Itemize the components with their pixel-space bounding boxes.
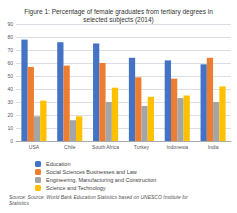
svg-text:India: India (208, 144, 219, 150)
svg-text:40: 40 (7, 86, 13, 92)
svg-text:Source: Source: World Bank Edu: Source: Source: World Bank Education Sta… (9, 194, 188, 200)
svg-text:Education: Education (46, 161, 70, 167)
svg-text:30: 30 (7, 99, 13, 105)
svg-text:USA: USA (29, 144, 40, 150)
svg-text:Social Sciences Businesses and: Social Sciences Businesses and Law (46, 169, 137, 175)
svg-text:90: 90 (7, 21, 13, 27)
svg-text:Turkey: Turkey (134, 144, 150, 150)
svg-text:Indonesia: Indonesia (166, 144, 188, 150)
svg-text:Figure 1: Percentage of female: Figure 1: Percentage of female graduates… (24, 8, 213, 16)
svg-text:Chile: Chile (64, 144, 76, 150)
svg-text:Statistics: Statistics (9, 200, 30, 206)
svg-text:South Africa: South Africa (92, 144, 119, 150)
svg-text:selected subjects (2014): selected subjects (2014) (83, 16, 153, 24)
svg-text:Engineering, Manufacturing and: Engineering, Manufacturing and Construct… (46, 177, 156, 183)
svg-text:80: 80 (7, 34, 13, 40)
svg-text:Science and Technology: Science and Technology (46, 185, 106, 191)
svg-text:0: 0 (10, 138, 13, 144)
svg-text:20: 20 (7, 112, 13, 118)
svg-text:70: 70 (7, 47, 13, 53)
svg-text:10: 10 (7, 125, 13, 131)
svg-text:50: 50 (7, 73, 13, 79)
svg-text:60: 60 (7, 60, 13, 66)
